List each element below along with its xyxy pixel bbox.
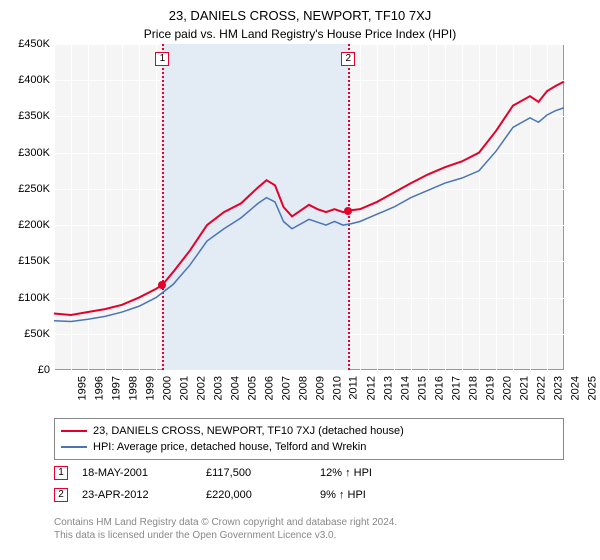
x-axis-label: 2025 xyxy=(586,376,598,400)
x-axis-label: 2013 xyxy=(382,376,394,400)
plot-area: 12 xyxy=(54,44,564,370)
x-axis-label: 2023 xyxy=(552,376,564,400)
x-axis-label: 2009 xyxy=(314,376,326,400)
x-axis-label: 2000 xyxy=(161,376,173,400)
legend-swatch xyxy=(61,446,87,448)
y-axis-label: £400K xyxy=(18,74,50,86)
sale-row: 1 18-MAY-2001 £117,500 12% ↑ HPI xyxy=(54,462,564,484)
sale-row: 2 23-APR-2012 £220,000 9% ↑ HPI xyxy=(54,484,564,506)
sale-row-number: 2 xyxy=(54,488,68,502)
x-axis-label: 2019 xyxy=(484,376,496,400)
sale-row-price: £220,000 xyxy=(206,489,306,501)
y-axis-label: £150K xyxy=(18,255,50,267)
x-axis-label: 2005 xyxy=(246,376,258,400)
sale-row-date: 23-APR-2012 xyxy=(82,489,192,501)
x-axis-label: 2022 xyxy=(535,376,547,400)
y-axis-label: £300K xyxy=(18,147,50,159)
chart-title: 23, DANIELS CROSS, NEWPORT, TF10 7XJ xyxy=(0,0,600,23)
series-hpi xyxy=(54,108,564,322)
x-axis-label: 2024 xyxy=(569,376,581,400)
x-axis-label: 2021 xyxy=(518,376,530,400)
grid-line-v xyxy=(564,44,565,370)
x-axis-label: 2008 xyxy=(297,376,309,400)
x-axis-label: 2018 xyxy=(467,376,479,400)
sale-row-price: £117,500 xyxy=(206,467,306,479)
x-axis-label: 2011 xyxy=(348,376,360,400)
legend: 23, DANIELS CROSS, NEWPORT, TF10 7XJ (de… xyxy=(54,418,564,460)
x-axis-label: 2016 xyxy=(433,376,445,400)
x-axis-label: 1998 xyxy=(127,376,139,400)
chart-subtitle: Price paid vs. HM Land Registry's House … xyxy=(0,23,600,41)
x-axis-label: 2002 xyxy=(195,376,207,400)
sales-table: 1 18-MAY-2001 £117,500 12% ↑ HPI 2 23-APR-201… xyxy=(54,462,564,506)
legend-label: 23, DANIELS CROSS, NEWPORT, TF10 7XJ (de… xyxy=(93,425,404,437)
sale-marker-number: 2 xyxy=(341,52,355,66)
x-axis-label: 1995 xyxy=(76,376,88,400)
footer-line-1: Contains HM Land Registry data © Crown c… xyxy=(54,516,564,529)
x-axis-label: 2017 xyxy=(450,376,462,400)
chart-container: 12 £0£50K£100K£150K£200K£250K£300K£350K£… xyxy=(0,44,600,410)
y-axis-label: £100K xyxy=(18,292,50,304)
y-axis-label: £250K xyxy=(18,183,50,195)
x-axis-label: 2020 xyxy=(501,376,513,400)
x-axis-label: 2003 xyxy=(212,376,224,400)
x-axis-label: 2004 xyxy=(229,376,241,400)
y-axis-label: £50K xyxy=(24,328,50,340)
x-axis-label: 2001 xyxy=(178,376,190,400)
sale-row-hpi: 9% ↑ HPI xyxy=(320,489,400,501)
x-axis-label: 1997 xyxy=(110,376,122,400)
y-axis-label: £350K xyxy=(18,110,50,122)
x-axis-label: 2007 xyxy=(280,376,292,400)
y-axis-label: £0 xyxy=(38,364,50,376)
legend-item: 23, DANIELS CROSS, NEWPORT, TF10 7XJ (de… xyxy=(61,423,557,439)
x-axis-label: 2006 xyxy=(263,376,275,400)
series-property xyxy=(54,82,564,315)
footer-attribution: Contains HM Land Registry data © Crown c… xyxy=(54,516,564,542)
sale-marker-number: 1 xyxy=(155,52,169,66)
x-axis-label: 2010 xyxy=(331,376,343,400)
legend-swatch xyxy=(61,430,87,432)
x-axis-label: 1996 xyxy=(93,376,105,400)
x-axis-label: 2014 xyxy=(399,376,411,400)
y-axis-label: £450K xyxy=(18,38,50,50)
x-axis-label: 2015 xyxy=(416,376,428,400)
x-axis-label: 2012 xyxy=(365,376,377,400)
sale-row-number: 1 xyxy=(54,466,68,480)
line-series xyxy=(54,44,564,370)
legend-item: HPI: Average price, detached house, Telf… xyxy=(61,439,557,455)
sale-point xyxy=(158,281,166,289)
sale-point xyxy=(344,207,352,215)
grid-line-h xyxy=(54,370,564,371)
legend-label: HPI: Average price, detached house, Telf… xyxy=(93,441,366,453)
sale-row-date: 18-MAY-2001 xyxy=(82,467,192,479)
x-axis-label: 1999 xyxy=(144,376,156,400)
sale-row-hpi: 12% ↑ HPI xyxy=(320,467,400,479)
y-axis-label: £200K xyxy=(18,219,50,231)
footer-line-2: This data is licensed under the Open Gov… xyxy=(54,529,564,542)
